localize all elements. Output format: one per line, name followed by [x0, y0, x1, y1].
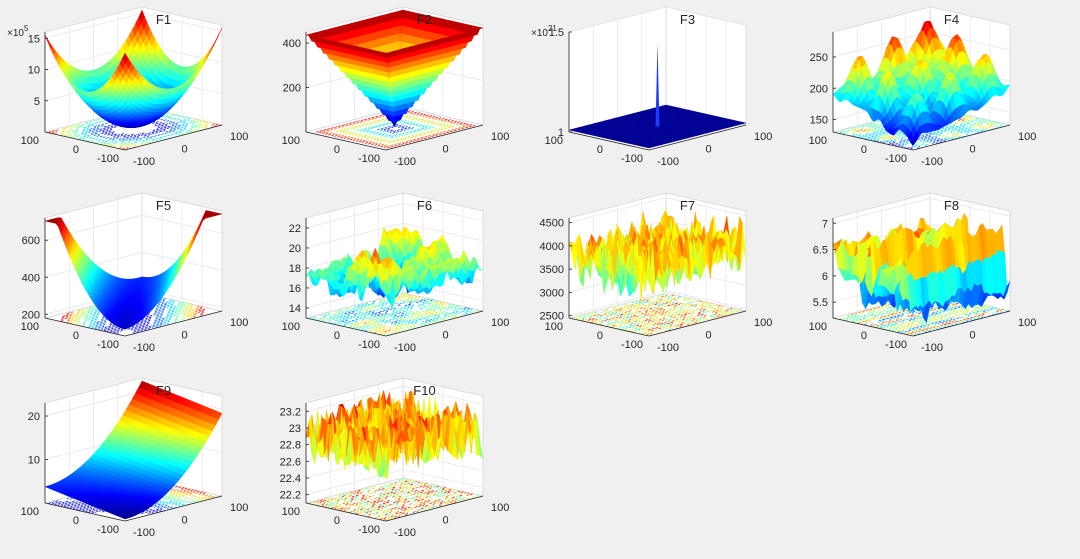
z-tick-label: 15 — [28, 33, 40, 45]
x-tick-label: 100 — [491, 131, 509, 143]
z-tick-label: 600 — [22, 235, 40, 247]
y-tick-label: -100 — [621, 153, 643, 165]
panel-title: F3 — [680, 12, 695, 27]
y-tick-label: 100 — [21, 135, 39, 147]
panel-F2: F2 200 400 100 0 -100 -100 0 100 — [282, 6, 509, 168]
z-tick-label: 5 — [34, 96, 40, 108]
x-tick-label: -100 — [133, 156, 155, 168]
surface-F1 — [44, 9, 223, 128]
y-tick-label: 100 — [545, 135, 563, 147]
y-tick-label: 0 — [597, 144, 603, 156]
z-tick-label: 200 — [283, 83, 301, 95]
z-tick-label: 250 — [810, 52, 828, 64]
x-tick-label: 0 — [970, 144, 976, 156]
x-tick-label: 100 — [1018, 131, 1036, 143]
y-tick-label: 0 — [334, 144, 340, 156]
exponent-label: ×105 — [7, 24, 29, 39]
z-tick-label: 200 — [810, 83, 828, 95]
z-tick-label: 200 — [22, 309, 40, 321]
x-tick-label: 100 — [754, 131, 772, 143]
y-tick-label: 100 — [21, 321, 39, 333]
panel-F4: F4 150 200 250 100 0 -100 -100 0 100 — [809, 6, 1036, 168]
z-tick-label: 150 — [810, 115, 828, 127]
x-tick-label: -100 — [657, 156, 679, 168]
z-tick-label: 400 — [22, 272, 40, 284]
x-tick-label: 100 — [230, 131, 248, 143]
z-tick-label: 400 — [283, 38, 301, 50]
x-tick-label: 0 — [182, 330, 188, 342]
y-tick-label: 0 — [861, 144, 867, 156]
x-tick-label: 0 — [182, 144, 188, 156]
y-tick-label: -100 — [97, 339, 119, 351]
y-tick-label: 0 — [73, 330, 79, 342]
y-tick-label: 100 — [809, 135, 827, 147]
x-tick-label: -100 — [921, 156, 943, 168]
panel-title: F1 — [156, 12, 171, 27]
y-tick-label: 0 — [73, 144, 79, 156]
y-tick-label: -100 — [358, 153, 380, 165]
y-tick-label: 100 — [282, 135, 300, 147]
panel-F5: F5 200 400 600 100 0 -100 -100 0 100 — [21, 192, 248, 354]
panel-title: F5 — [156, 198, 171, 213]
x-tick-label: 0 — [443, 144, 449, 156]
y-tick-label: -100 — [97, 153, 119, 165]
panel-title: F2 — [417, 12, 432, 27]
contour-line — [98, 119, 171, 139]
z-tick-label: 10 — [28, 65, 40, 77]
x-tick-label: -100 — [133, 342, 155, 354]
z-tick-label: 1.5 — [549, 27, 564, 39]
x-tick-label: -100 — [394, 156, 416, 168]
panel-title: F4 — [944, 12, 959, 27]
exponent-value: 5 — [24, 24, 29, 33]
x-tick-label: 100 — [230, 317, 248, 329]
y-tick-label: -100 — [885, 153, 907, 165]
x-tick-label: 0 — [706, 144, 712, 156]
